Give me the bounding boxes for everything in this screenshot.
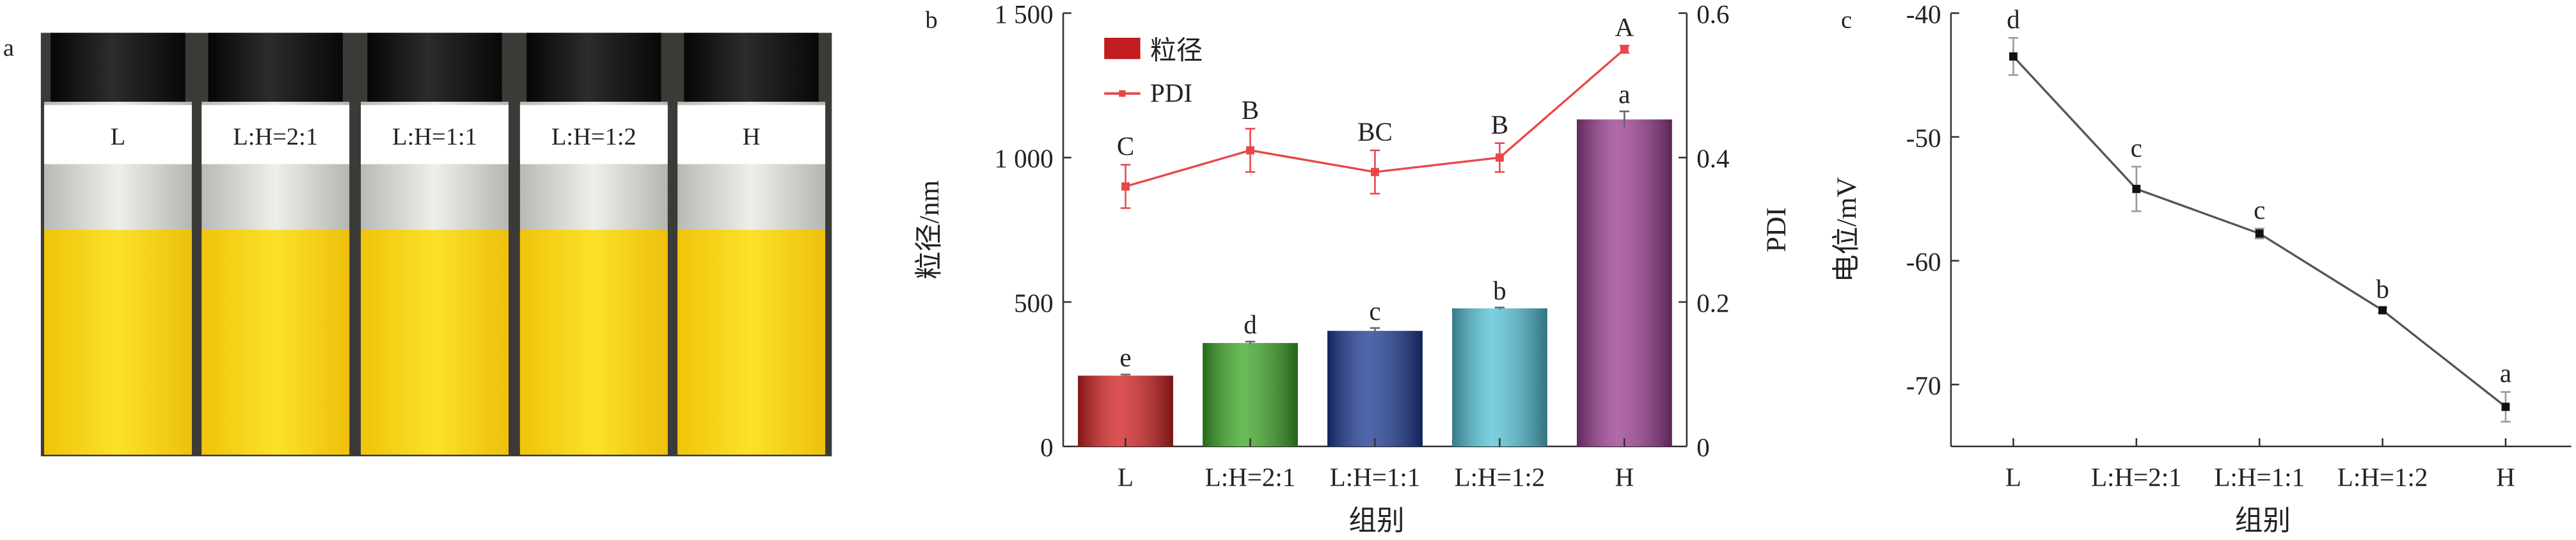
- vial-3-liquid: [519, 230, 668, 455]
- chart-b-y-axis-label: 粒径/nm: [914, 180, 945, 280]
- b-y2tick-label-0: 0: [1696, 433, 1710, 462]
- b-xtick-label-3: L:H=1:2: [1455, 462, 1545, 491]
- vial-2-cap: [367, 33, 502, 102]
- vial-3-cap: [526, 33, 661, 102]
- c-point-2: [2255, 229, 2264, 238]
- b-pdi-point-0: [1121, 182, 1130, 191]
- chart-c-x-axis-label: 组别: [2235, 506, 2291, 537]
- b-ytick-label-1: 500: [1014, 288, 1054, 317]
- vial-3-label-bg: [519, 105, 668, 164]
- b-y2tick-label-1: 0.2: [1696, 288, 1729, 317]
- panel-label-c: c: [1841, 7, 1852, 34]
- b-bar-shade-2: [1327, 331, 1423, 447]
- chart-c: 电位/mV 组别 -70 -60 -50 -40 d c c b a L L:H=2:1 L:H=1:…: [1831, 0, 2572, 537]
- chart-b-y2-axis-label: PDI: [1761, 207, 1792, 252]
- c-point-3: [2378, 306, 2387, 315]
- vial-1-liquid: [201, 230, 350, 455]
- chart-b: 粒径/nm PDI 组别 粒径 PDI 0 500 1 000 1 500 0 0.2 0.…: [914, 0, 1792, 537]
- b-pdi-letter-2: BC: [1357, 117, 1393, 147]
- b-xtick-label-2: L:H=1:1: [1330, 462, 1421, 491]
- vial-1-cap: [208, 33, 343, 102]
- c-point-1: [2132, 184, 2141, 193]
- b-pdi-point-3: [1496, 153, 1504, 162]
- legend-bar-swatch: [1104, 38, 1141, 60]
- c-xtick-label-4: H: [2496, 462, 2515, 491]
- legend-line-label: PDI: [1150, 78, 1192, 107]
- vial-1-label: L:H=2:1: [233, 123, 318, 150]
- vial-0-label-bg: [43, 105, 192, 164]
- vial-4-liquid: [677, 230, 826, 455]
- c-ytick-label-0: -70: [1906, 370, 1941, 400]
- c-ytick-label-3: -40: [1906, 0, 1941, 29]
- c-letter-2: c: [2254, 195, 2265, 225]
- b-bar-shade-0: [1078, 376, 1173, 447]
- c-xtick-label-2: L:H=1:1: [2214, 462, 2305, 491]
- c-letter-0: d: [2007, 4, 2020, 34]
- b-pdi-letter-4: A: [1615, 12, 1634, 42]
- vial-4-cap: [684, 33, 819, 102]
- b-bar-shade-4: [1577, 119, 1672, 447]
- vial-2-label: L:H=1:1: [392, 123, 477, 150]
- vial-3-label: L:H=1:2: [551, 123, 636, 150]
- b-y2tick-label-3: 0.6: [1696, 0, 1729, 29]
- c-xtick-label-1: L:H=2:1: [2091, 462, 2182, 491]
- b-pdi-point-4: [1620, 45, 1629, 54]
- b-bar-letter-0: e: [1119, 343, 1131, 372]
- vial-4-label-bg: [677, 105, 826, 164]
- vial-4-label: H: [743, 123, 761, 150]
- vials-photo: L L:H=2:1 L:H=1:1 L:H=1:2 H: [40, 33, 832, 457]
- legend-line-marker: [1119, 90, 1126, 97]
- b-pdi-point-1: [1246, 146, 1254, 155]
- b-ytick-label-2: 1 000: [994, 144, 1053, 173]
- c-ytick-label-2: -50: [1906, 123, 1941, 152]
- b-xtick-label-0: L: [1118, 462, 1134, 491]
- vial-1-label-bg: [201, 105, 350, 164]
- b-pdi-letter-3: B: [1491, 109, 1508, 139]
- b-pdi-letter-0: C: [1117, 131, 1134, 161]
- b-ytick-label-0: 0: [1040, 433, 1054, 462]
- chart-c-y-axis-label: 电位/mV: [1831, 177, 1862, 283]
- vial-2-label-bg: [361, 105, 509, 164]
- b-pdi-point-2: [1371, 168, 1379, 177]
- c-letter-4: a: [2500, 358, 2511, 388]
- b-bar-letter-2: c: [1369, 296, 1380, 326]
- vial-2-liquid: [361, 230, 509, 455]
- b-xtick-label-4: H: [1615, 462, 1634, 491]
- b-pdi-letter-1: B: [1242, 95, 1259, 125]
- b-bar-shade-1: [1203, 343, 1298, 447]
- vial-0-label: L: [111, 123, 126, 150]
- b-xtick-label-1: L:H=2:1: [1205, 462, 1296, 491]
- c-xtick-label-3: L:H=1:2: [2337, 462, 2428, 491]
- b-bar-letter-4: a: [1618, 79, 1630, 109]
- vial-0-cap: [51, 33, 186, 102]
- c-ytick-label-1: -60: [1906, 247, 1941, 276]
- c-point-0: [2009, 52, 2018, 61]
- b-bar-letter-1: d: [1244, 310, 1257, 339]
- vial-0-liquid: [43, 230, 192, 455]
- chart-b-x-axis-label: 组别: [1348, 506, 1404, 537]
- b-ytick-label-3: 1 500: [994, 0, 1053, 29]
- b-y2tick-label-2: 0.4: [1696, 144, 1729, 173]
- b-bar-shade-3: [1452, 308, 1547, 447]
- c-point-4: [2501, 402, 2510, 411]
- b-bar-letter-3: b: [1493, 276, 1506, 305]
- c-xtick-label-0: L: [2005, 462, 2021, 491]
- panel-label-b: b: [926, 7, 938, 34]
- c-letter-3: b: [2376, 274, 2389, 304]
- panel-label-a: a: [3, 35, 14, 61]
- c-letter-1: c: [2131, 133, 2142, 163]
- legend-bar-label: 粒径: [1150, 35, 1203, 65]
